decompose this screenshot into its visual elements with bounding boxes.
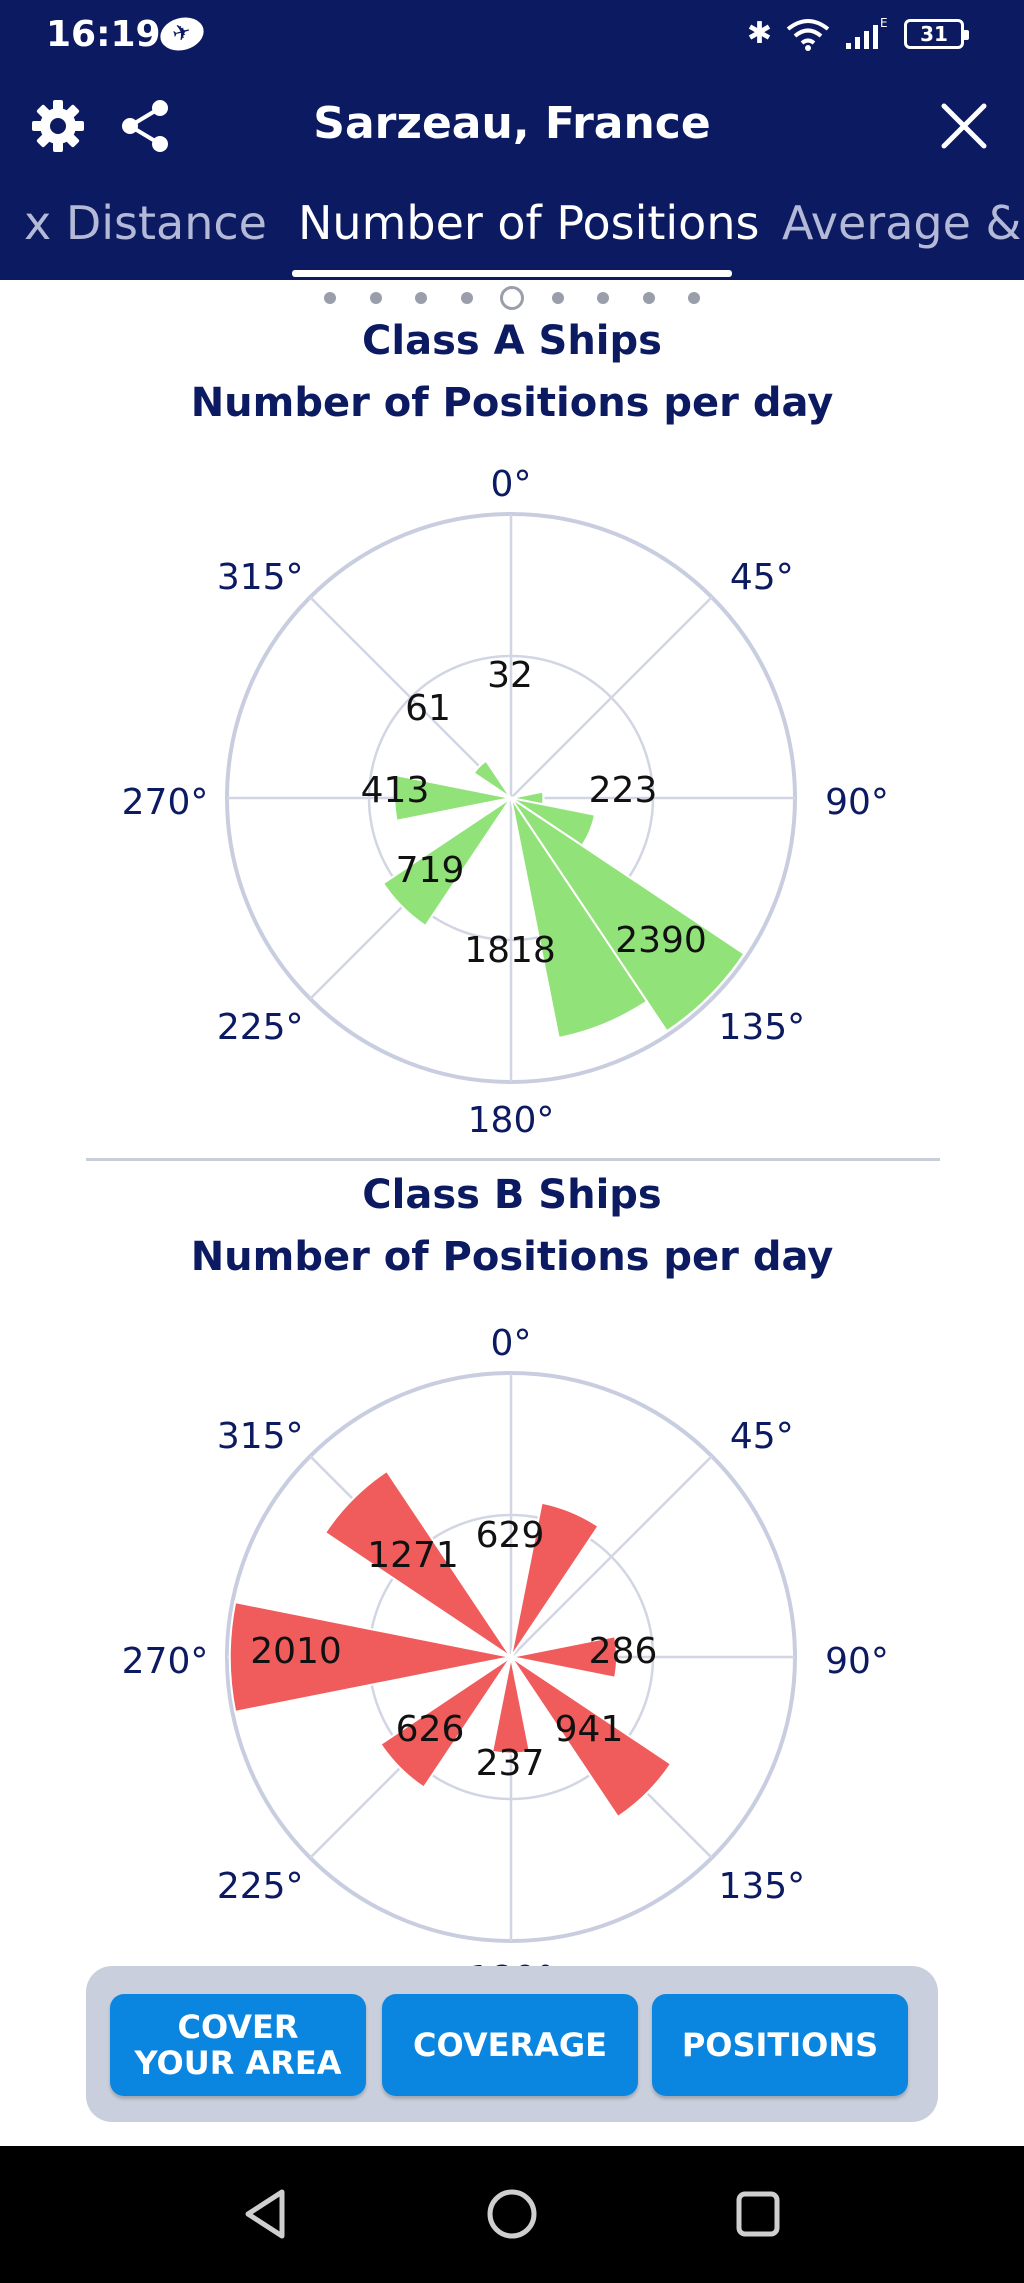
angle-label: 225° <box>217 1007 304 1048</box>
status-bar: 16:19 ✈ ✱ E 31 <box>0 0 1024 68</box>
cover-your-area-button[interactable]: COVER YOUR AREA <box>110 1994 366 2096</box>
app-title: Sarzeau, France <box>313 98 711 149</box>
polar-wedge <box>510 1656 673 1819</box>
page-dot <box>369 292 382 304</box>
page-dot <box>597 292 609 304</box>
angle-label: 270° <box>122 1641 209 1682</box>
value-label: 626 <box>396 1709 465 1750</box>
value-label: 237 <box>476 1743 545 1784</box>
tab-strip: x Distance Number of Positions Average & <box>0 180 1024 280</box>
class-a-title: Class A Ships <box>362 318 662 364</box>
close-icon[interactable] <box>938 100 990 152</box>
page-dot <box>415 292 427 304</box>
value-label: 629 <box>476 1515 545 1556</box>
back-icon[interactable] <box>240 2186 290 2242</box>
value-label: 2010 <box>250 1631 342 1672</box>
battery-icon: 31 <box>904 18 969 49</box>
value-label: 1818 <box>464 930 556 971</box>
angle-label: 135° <box>718 1007 805 1048</box>
angle-label: 135° <box>718 1866 805 1907</box>
system-nav-bar <box>0 2146 1024 2283</box>
angle-label: 45° <box>730 557 794 598</box>
polar-wedge <box>228 1600 512 1714</box>
gear-icon[interactable] <box>30 98 86 154</box>
angle-label: 180° <box>468 1100 555 1141</box>
share-icon[interactable] <box>118 98 172 154</box>
status-time: 16:19 <box>46 14 161 55</box>
angle-label: 315° <box>217 557 304 598</box>
angle-label: 0° <box>491 1323 532 1364</box>
recent-apps-icon[interactable] <box>734 2186 782 2242</box>
polar-wedge <box>472 759 512 799</box>
spoke-line <box>510 596 713 799</box>
value-label: 719 <box>396 850 465 891</box>
positions-button[interactable]: POSITIONS <box>652 1994 908 2096</box>
tab-distance[interactable]: x Distance <box>24 196 267 250</box>
spoke-line <box>510 1455 713 1658</box>
class-b-subtitle: Number of Positions per day <box>190 1234 834 1280</box>
value-label: 286 <box>589 1631 658 1672</box>
status-icons: ✱ E 31 <box>746 16 969 51</box>
angle-label: 45° <box>730 1416 794 1457</box>
class-b-title: Class B Ships <box>362 1172 662 1218</box>
polar-wedge <box>510 1635 618 1679</box>
angle-label: 90° <box>825 782 889 823</box>
page-dot-active <box>500 286 524 310</box>
class-a-polar-chart: 0° 45° 90° 135° 180° 225° 270° 315° 32 223 2390 181… <box>122 464 889 1141</box>
bluetooth-icon: ✱ <box>746 16 772 51</box>
value-label: 61 <box>405 688 451 729</box>
tab-average[interactable]: Average & <box>782 196 1022 250</box>
value-label: 32 <box>487 655 533 696</box>
app-notification-icon: ✈ <box>156 12 208 56</box>
angle-label: 0° <box>491 464 532 505</box>
polar-wedge <box>393 774 512 822</box>
angle-label: 225° <box>217 1866 304 1907</box>
network-type: E <box>880 17 888 30</box>
class-a-subtitle: Number of Positions per day <box>190 380 834 426</box>
page-dot <box>551 292 564 304</box>
polar-wedge <box>323 1469 512 1658</box>
tab-number-of-positions[interactable]: Number of Positions <box>298 196 760 250</box>
page-indicator <box>0 286 1024 310</box>
polar-wedge <box>510 1501 600 1658</box>
page-dot <box>460 292 473 304</box>
app-bar: Sarzeau, France x Distance Number of Pos… <box>0 68 1024 280</box>
value-label: 223 <box>589 770 658 811</box>
angle-label: 90° <box>825 1641 889 1682</box>
value-label: 2390 <box>615 920 707 961</box>
polar-wedge <box>381 797 512 928</box>
signal-icon: E <box>846 17 888 49</box>
angle-label: 270° <box>122 782 209 823</box>
home-icon[interactable] <box>486 2186 538 2242</box>
value-label: 941 <box>555 1709 624 1750</box>
polar-wedge <box>510 797 649 1040</box>
polar-wedge <box>490 1656 532 1755</box>
page-dot <box>688 292 700 304</box>
value-label: 413 <box>361 770 430 811</box>
class-b-polar-chart: 0°45°90°135°180°225°270°315°629286941237… <box>122 1323 889 2000</box>
coverage-button[interactable]: COVERAGE <box>382 1994 638 2096</box>
active-tab-indicator <box>292 270 732 277</box>
spoke-line <box>309 596 512 799</box>
page-dot <box>642 292 655 304</box>
page-dot <box>324 292 336 304</box>
polar-wedge <box>510 797 746 1033</box>
chart-divider <box>86 1158 940 1161</box>
polar-wedge <box>379 1656 512 1789</box>
angle-label: 315° <box>217 1416 304 1457</box>
wifi-icon <box>786 18 830 51</box>
value-label: 1271 <box>367 1535 459 1576</box>
bottom-button-panel: COVER YOUR AREA COVERAGE POSITIONS <box>86 1966 938 2122</box>
